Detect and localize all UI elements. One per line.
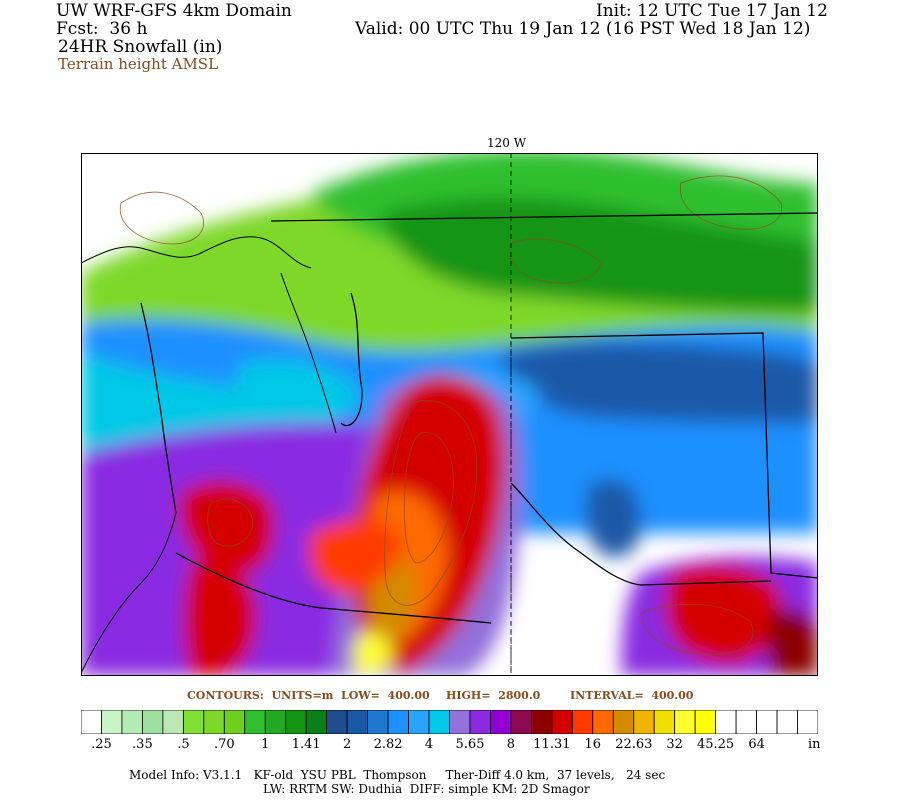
colorbar-tick-label: 32 — [666, 737, 683, 752]
colorbar-swatch — [81, 710, 102, 734]
colorbar-tick-label: .5 — [177, 737, 190, 752]
snowfall-map — [81, 153, 818, 676]
colorbar-tick-label: 22.63 — [615, 737, 653, 752]
colorbar-swatch — [285, 710, 307, 734]
colorbar-tick-label: 1.41 — [291, 737, 321, 752]
model-info-line2: LW: RRTM SW: Dudhia DIFF: simple KM: 2D … — [263, 782, 590, 796]
colorbar-swatch — [797, 710, 818, 734]
colorbar-swatch — [530, 710, 553, 734]
colorbar-swatch — [182, 710, 205, 734]
colorbar-swatch — [162, 710, 184, 734]
colorbar-swatch — [756, 710, 778, 734]
colorbar-tick-label: 2 — [342, 737, 352, 752]
valid-time: Valid: 00 UTC Thu 19 Jan 12 (16 PST Wed … — [355, 19, 811, 39]
colorbar-swatch — [408, 710, 430, 734]
colorbar-swatch — [142, 710, 164, 734]
colorbar-swatch — [592, 710, 614, 734]
colorbar-tick-label: 64 — [748, 737, 765, 752]
colorbar-swatch — [346, 710, 369, 734]
colorbar-swatch — [776, 710, 798, 734]
model-info-line1: Model Info: V3.1.1 KF-old YSU PBL Thomps… — [129, 768, 666, 782]
colorbar-tick-label: 5.65 — [455, 737, 485, 752]
colorbar-swatch — [551, 710, 573, 734]
colorbar-swatch — [387, 710, 409, 734]
model-name: UW WRF-GFS 4km Domain — [56, 1, 292, 21]
colorbar-tick-label: .70 — [213, 737, 235, 752]
colorbar-swatch — [653, 710, 676, 734]
init-time: Init: 12 UTC Tue 17 Jan 12 — [596, 1, 828, 21]
colorbar-swatch — [674, 710, 696, 734]
colorbar-tick-label: .25 — [91, 737, 112, 752]
meridian-label: 120 W — [487, 136, 527, 150]
colorbar-tick-label: 8 — [506, 737, 516, 752]
colorbar-swatch — [735, 710, 757, 734]
overlay-title: Terrain height AMSL — [58, 55, 219, 73]
colorbar-swatch — [633, 710, 655, 734]
colorbar-swatch — [694, 710, 717, 734]
colorbar-tick-label: 1 — [261, 737, 270, 752]
colorbar-swatch — [264, 710, 287, 734]
colorbar-tick-label: 11.31 — [533, 737, 571, 752]
colorbar-swatch — [367, 710, 389, 734]
colorbar-tick-label: 16 — [584, 737, 602, 752]
colorbar-tick-label: .35 — [132, 737, 153, 752]
colorbar-swatch — [715, 710, 737, 734]
colorbar-tick-label: 45.25 — [696, 737, 735, 752]
contours-interval: INTERVAL= 400.00 — [570, 689, 694, 702]
colorbar-swatch — [469, 710, 491, 734]
colorbar — [81, 710, 818, 734]
colorbar-swatch — [223, 710, 246, 734]
forecast-hour: Fcst: 36 h — [56, 19, 148, 39]
colorbar-tick-label: 4 — [424, 737, 434, 752]
colorbar-swatch — [490, 710, 512, 734]
colorbar-swatch — [203, 710, 225, 734]
colorbar-swatch — [510, 710, 532, 734]
contours-high: HIGH= 2800.0 — [446, 689, 541, 702]
colorbar-tick-label: 2.82 — [373, 737, 403, 752]
colorbar-units: in — [808, 737, 821, 752]
terrain-contours — [119, 175, 782, 655]
colorbar-swatch — [305, 710, 328, 734]
colorbar-swatch — [571, 710, 594, 734]
colorbar-swatch — [101, 710, 123, 734]
field-title: 24HR Snowfall (in) — [58, 37, 223, 57]
colorbar-swatch — [428, 710, 450, 734]
colorbar-swatch — [121, 710, 143, 734]
colorbar-swatch — [612, 710, 635, 734]
map-canvas — [81, 153, 818, 676]
contours-info: CONTOURS: UNITS=m LOW= 400.00 — [187, 689, 430, 702]
colorbar-swatch — [449, 710, 471, 734]
colorbar-swatch — [326, 710, 348, 734]
colorbar-swatch — [244, 710, 266, 734]
coastline — [81, 236, 337, 674]
snowfall-field — [81, 153, 818, 676]
map-frame — [81, 153, 818, 676]
